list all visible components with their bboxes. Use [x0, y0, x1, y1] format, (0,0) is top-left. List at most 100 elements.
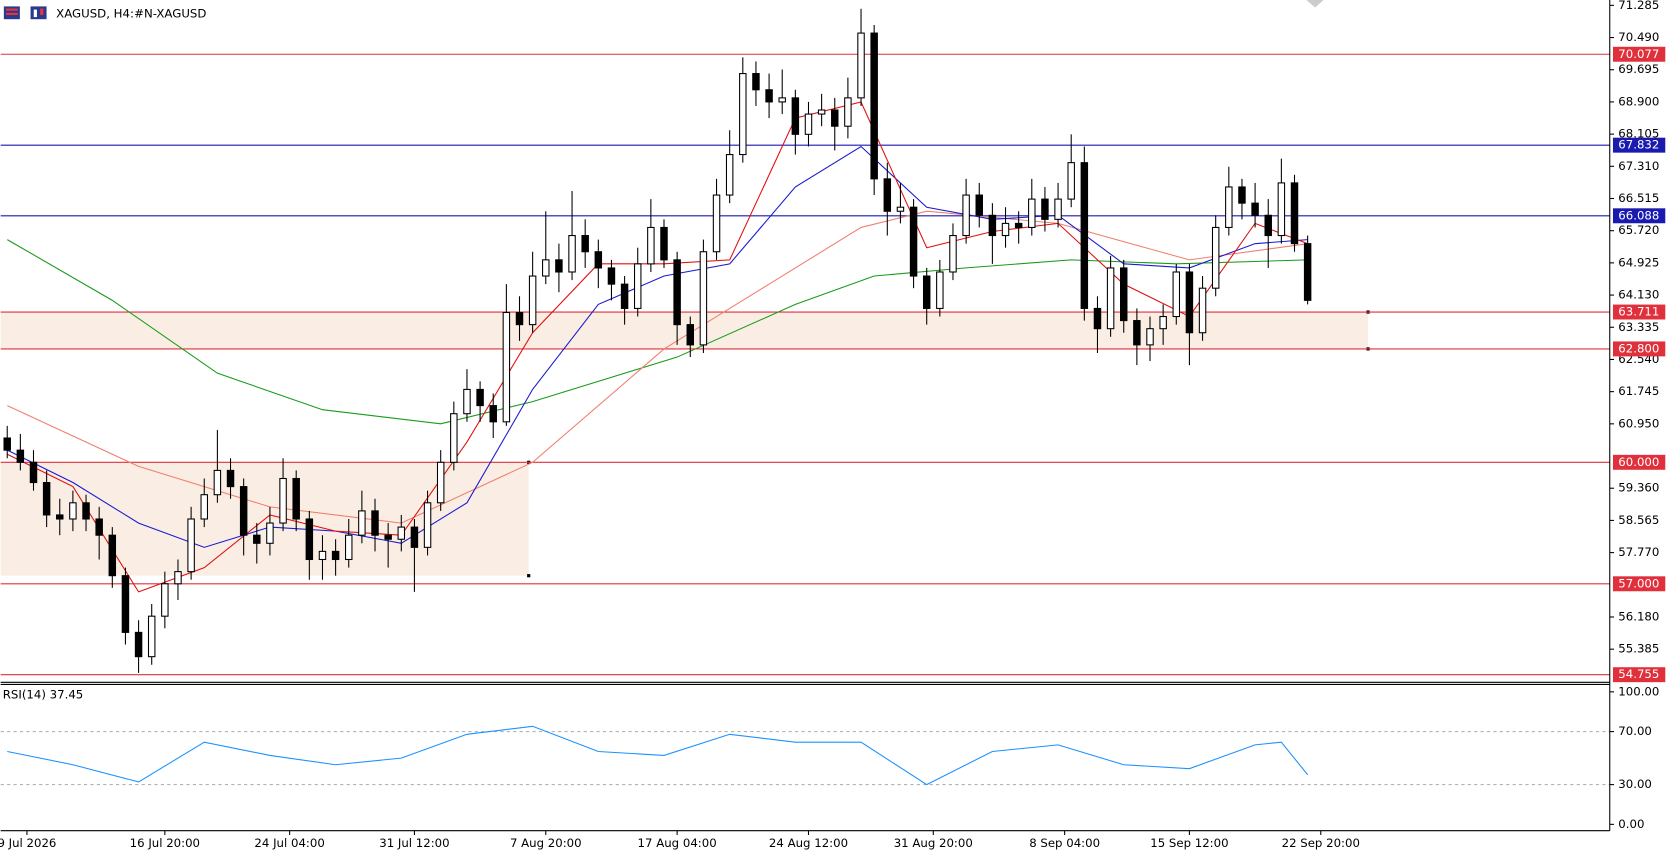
- candle-body: [410, 526, 419, 548]
- candle-body: [397, 526, 406, 540]
- icon: [5, 8, 18, 11]
- candle-body: [187, 518, 195, 573]
- y-tick-label: 56.180: [1618, 609, 1659, 623]
- candle-body: [1303, 243, 1312, 301]
- rsi-tick-label: 100.00: [1618, 684, 1659, 698]
- candle-body: [1001, 222, 1010, 237]
- y-tick-label: 71.285: [1618, 0, 1659, 12]
- candle-body: [69, 502, 77, 520]
- candle-body: [778, 97, 786, 103]
- candle-body: [791, 97, 800, 135]
- candle-body: [922, 275, 931, 309]
- y-tick-label: 57.770: [1618, 545, 1659, 559]
- y-tick-label: 68.105: [1618, 127, 1659, 141]
- candle-body: [975, 194, 983, 216]
- candle-body: [1133, 320, 1141, 346]
- candle-body: [226, 469, 235, 488]
- x-tick-label: 22 Sep 20:00: [1282, 836, 1360, 850]
- candle-body: [962, 194, 970, 237]
- level-label-box: [1612, 137, 1666, 153]
- candle-body: [502, 311, 511, 423]
- x-tick-label: 9 Jul 2026: [0, 836, 56, 850]
- candle-body: [831, 109, 839, 127]
- level-label-box: [1612, 454, 1666, 470]
- y-tick-label: 70.490: [1618, 30, 1659, 44]
- y-tick-label: 64.925: [1618, 255, 1659, 269]
- candle-body: [607, 267, 616, 285]
- x-tick-label: 15 Sep 12:00: [1150, 836, 1228, 850]
- candle-body: [1251, 202, 1259, 216]
- y-tick-label: 65.720: [1618, 223, 1659, 237]
- candle-body: [384, 534, 392, 540]
- candle-body: [988, 214, 997, 237]
- candle-body: [16, 449, 25, 463]
- candle-body: [1225, 186, 1233, 228]
- rsi-line: [7, 725, 1309, 786]
- candle-body: [712, 194, 721, 253]
- candle-body: [1028, 198, 1036, 228]
- candle-body: [1159, 315, 1167, 330]
- candle-body: [1185, 271, 1194, 334]
- candle-body: [1211, 226, 1220, 289]
- candle-body: [489, 405, 497, 423]
- candle-body: [528, 275, 537, 326]
- level-label-box: [1612, 667, 1666, 683]
- level-label: 70.077: [1618, 47, 1659, 61]
- level-label: 63.711: [1618, 305, 1659, 319]
- y-tick-label: 59.360: [1618, 481, 1659, 495]
- candle-body: [82, 502, 90, 520]
- candle-body: [1106, 267, 1115, 330]
- level-label: 67.832: [1618, 138, 1659, 152]
- x-tick-label: 31 Aug 20:00: [894, 836, 973, 850]
- moving-average: [7, 210, 1308, 524]
- candle-body: [358, 510, 366, 536]
- candle-body: [1041, 198, 1049, 220]
- x-tick-label: 24 Aug 12:00: [769, 836, 848, 850]
- candle-body: [673, 259, 681, 326]
- candle-body: [331, 550, 340, 561]
- candle-body: [147, 615, 156, 658]
- candle-body: [555, 259, 563, 273]
- candle-body: [844, 97, 852, 127]
- zone-handle: [527, 574, 531, 578]
- candle-body: [476, 388, 484, 407]
- candle-body: [686, 324, 695, 346]
- candle-body: [581, 235, 589, 253]
- candle-body: [1080, 162, 1089, 309]
- candle-body: [765, 89, 773, 103]
- candle-body: [371, 510, 379, 536]
- candle-body: [870, 32, 878, 180]
- candle-body: [883, 178, 892, 212]
- candle-body: [253, 534, 261, 544]
- candle-body: [739, 73, 747, 156]
- x-tick-label: 7 Aug 20:00: [510, 836, 582, 850]
- candle-body: [542, 259, 550, 277]
- rsi-title: RSI(14) 37.45: [3, 688, 83, 702]
- candle-body: [42, 482, 51, 516]
- candle-body: [909, 206, 918, 277]
- candle-body: [1093, 307, 1102, 330]
- candle-body: [660, 226, 668, 261]
- candle-body: [450, 413, 458, 463]
- icon: [40, 8, 44, 15]
- candle-body: [292, 477, 300, 520]
- icon: [30, 6, 47, 20]
- candle-body: [1120, 267, 1128, 322]
- y-tick-label: 55.385: [1618, 642, 1659, 656]
- y-tick-label: 67.310: [1618, 159, 1659, 173]
- candle-body: [1172, 271, 1181, 318]
- candle-body: [936, 271, 944, 309]
- icon: [5, 12, 18, 15]
- level-label-box: [1612, 304, 1666, 320]
- plot-layer: [0, 8, 1610, 786]
- x-tick-label: 16 Jul 20:00: [130, 836, 200, 850]
- symbol: XAGUSD, H4:: [56, 6, 134, 20]
- level-label: 57.000: [1618, 576, 1659, 590]
- candle-body: [725, 154, 734, 196]
- candle-body: [200, 494, 208, 520]
- level-label: 62.800: [1618, 341, 1659, 355]
- candle-body: [279, 477, 287, 524]
- candle-body: [345, 534, 353, 561]
